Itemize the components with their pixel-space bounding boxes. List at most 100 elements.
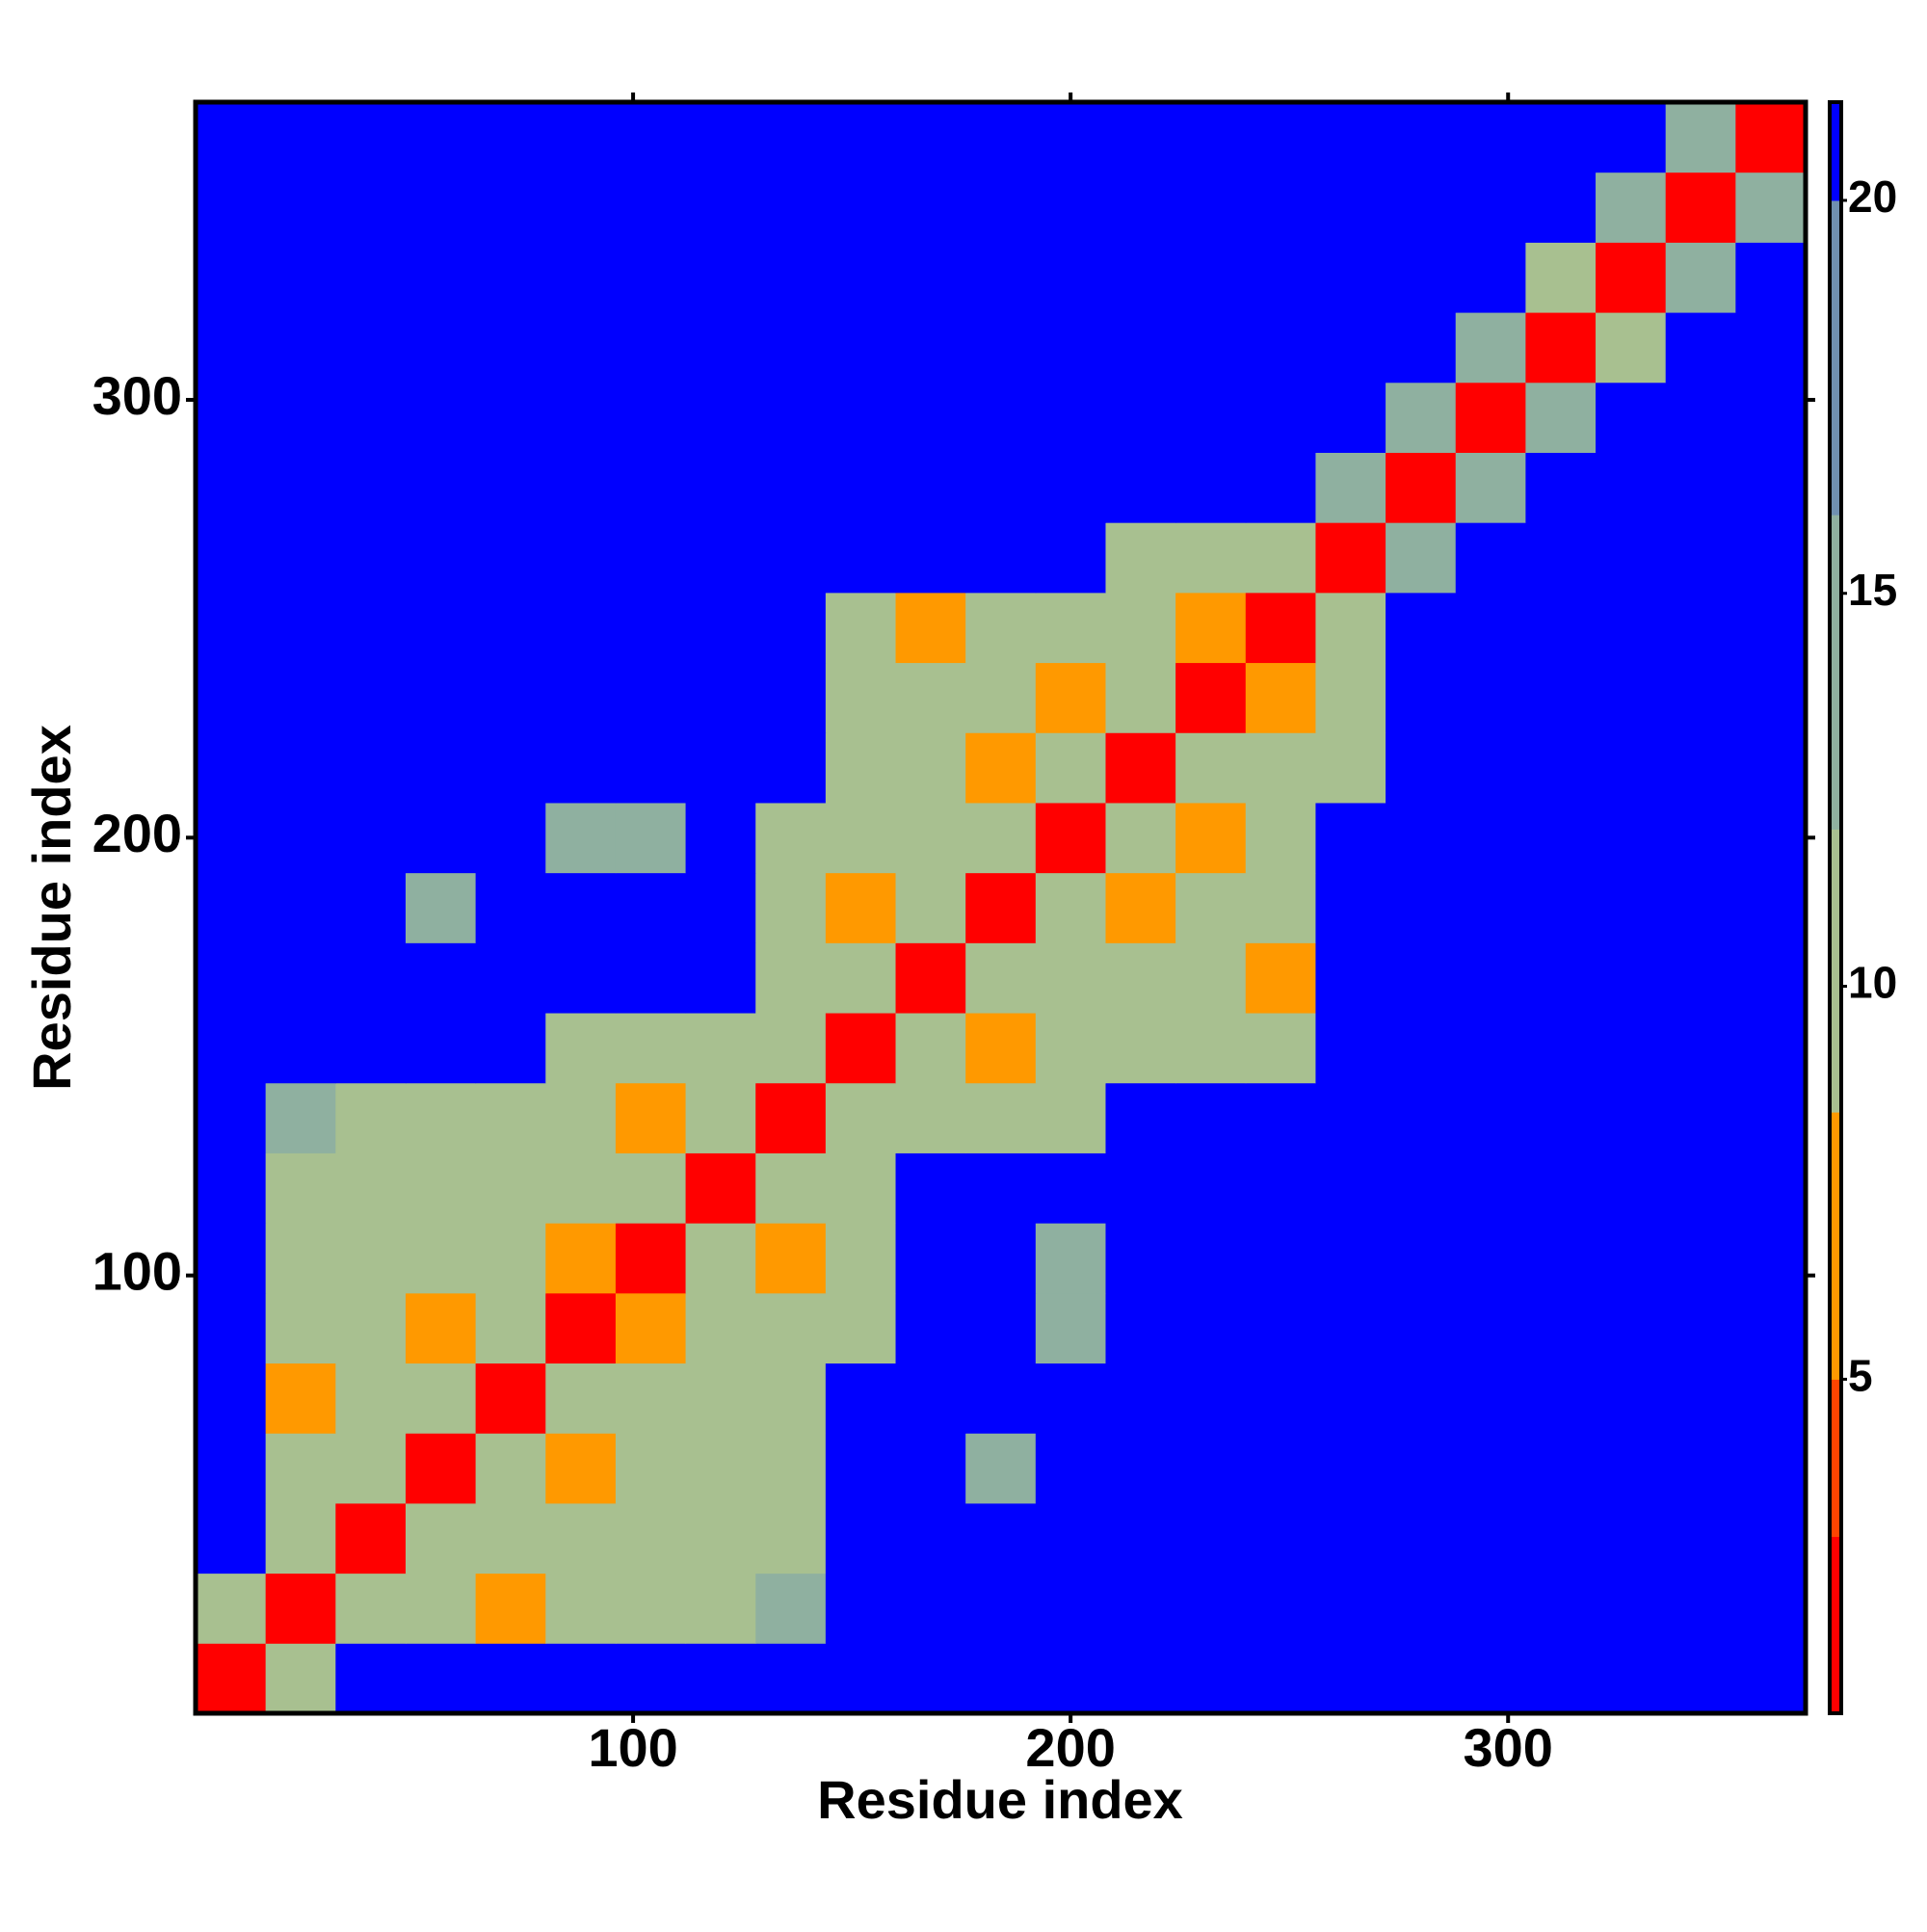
y-tick-label: 200 bbox=[92, 803, 182, 863]
heatmap-cell bbox=[1386, 1502, 1457, 1575]
heatmap-cell bbox=[1105, 522, 1176, 594]
heatmap-cell bbox=[1105, 872, 1176, 943]
heatmap-cell bbox=[545, 1573, 617, 1644]
heatmap-cell bbox=[1525, 1082, 1597, 1153]
heatmap-cell bbox=[1665, 522, 1736, 594]
heatmap-cell bbox=[1035, 1433, 1106, 1504]
heatmap-cell bbox=[755, 522, 827, 594]
heatmap-cell bbox=[1735, 1292, 1807, 1364]
heatmap-cell bbox=[1245, 522, 1316, 594]
heatmap-cell bbox=[1315, 1502, 1386, 1575]
heatmap-cell bbox=[685, 382, 756, 453]
heatmap-cell bbox=[1035, 1223, 1106, 1294]
heatmap-cell bbox=[1596, 312, 1667, 384]
heatmap-cell bbox=[825, 1433, 897, 1504]
heatmap-cell bbox=[1596, 522, 1667, 594]
heatmap-cell bbox=[615, 802, 687, 874]
heatmap-cell bbox=[1596, 452, 1667, 523]
heatmap-cell bbox=[1665, 1082, 1736, 1153]
heatmap-cell bbox=[685, 942, 756, 1014]
heatmap-cell bbox=[685, 1152, 756, 1224]
heatmap-cell bbox=[895, 1292, 966, 1364]
heatmap-cell bbox=[1175, 1502, 1247, 1575]
heatmap-cell bbox=[1735, 1502, 1807, 1575]
heatmap-cell bbox=[1665, 382, 1736, 453]
heatmap-cell bbox=[685, 732, 756, 804]
heatmap-cell bbox=[1735, 242, 1807, 313]
heatmap-cell bbox=[1386, 732, 1457, 804]
y-tick-label: 300 bbox=[92, 365, 182, 426]
heatmap-cell bbox=[265, 592, 336, 664]
heatmap-cell bbox=[405, 1573, 477, 1644]
heatmap-cell bbox=[1035, 1292, 1106, 1364]
heatmap-cell bbox=[965, 242, 1037, 313]
heatmap-cell bbox=[1596, 802, 1667, 874]
x-axis-title: Residue index bbox=[817, 1769, 1183, 1830]
heatmap-cell bbox=[825, 1223, 897, 1294]
heatmap-cell bbox=[265, 102, 336, 173]
heatmap-cell bbox=[1035, 1502, 1106, 1575]
heatmap-cell bbox=[895, 1223, 966, 1294]
heatmap-cell bbox=[1386, 1573, 1457, 1644]
heatmap-cell bbox=[755, 1292, 827, 1364]
heatmap-cell bbox=[1596, 1433, 1667, 1504]
heatmap-cell bbox=[1455, 732, 1526, 804]
heatmap-cell bbox=[1245, 872, 1316, 943]
heatmap-cell bbox=[545, 732, 617, 804]
heatmap-cell bbox=[1735, 1363, 1807, 1434]
heatmap-cell bbox=[965, 1082, 1037, 1153]
heatmap-cell bbox=[196, 522, 267, 594]
heatmap-cell bbox=[1525, 382, 1597, 453]
heatmap-cell bbox=[685, 1363, 756, 1434]
heatmap-cell bbox=[335, 1433, 407, 1504]
heatmap-cell bbox=[1735, 1573, 1807, 1644]
colorbar-tick-label: 5 bbox=[1848, 1351, 1873, 1401]
heatmap-cell bbox=[965, 592, 1037, 664]
colorbar-segment bbox=[1830, 1536, 1841, 1714]
heatmap-cell bbox=[1245, 312, 1316, 384]
heatmap-cell bbox=[1315, 732, 1386, 804]
colorbar-segment bbox=[1830, 829, 1841, 1113]
heatmap-cell bbox=[335, 1223, 407, 1294]
heatmap-cell bbox=[965, 942, 1037, 1014]
heatmap-cell bbox=[1455, 1292, 1526, 1364]
heatmap-cell bbox=[1665, 242, 1736, 313]
heatmap-cell bbox=[1105, 452, 1176, 523]
heatmap-cell bbox=[1245, 1433, 1316, 1504]
heatmap-cell bbox=[475, 312, 546, 384]
heatmap-cell bbox=[1245, 802, 1316, 874]
heatmap-cell bbox=[545, 522, 617, 594]
heatmap-cell bbox=[196, 1502, 267, 1575]
heatmap-cell bbox=[335, 942, 407, 1014]
heatmap-cell bbox=[965, 1573, 1037, 1644]
heatmap-cell bbox=[335, 1363, 407, 1434]
heatmap-cell bbox=[615, 242, 687, 313]
colorbar-tick-label: 15 bbox=[1848, 565, 1897, 615]
heatmap-cell bbox=[685, 1573, 756, 1644]
heatmap-cell bbox=[1525, 802, 1597, 874]
heatmap-cell bbox=[1175, 732, 1247, 804]
heatmap-cell bbox=[1386, 102, 1457, 173]
heatmap-cell bbox=[1455, 312, 1526, 384]
heatmap-cell bbox=[265, 1363, 336, 1434]
heatmap-cell bbox=[475, 172, 546, 243]
heatmap-cell bbox=[265, 1643, 336, 1714]
heatmap-cell bbox=[825, 1082, 897, 1153]
heatmap-cell bbox=[965, 732, 1037, 804]
heatmap-cell bbox=[1596, 1013, 1667, 1084]
heatmap-cell bbox=[196, 1433, 267, 1504]
heatmap-cell bbox=[1105, 802, 1176, 874]
heatmap-cell bbox=[1735, 1082, 1807, 1153]
heatmap-cell bbox=[685, 662, 756, 733]
heatmap-cell bbox=[1455, 942, 1526, 1014]
heatmap-cell bbox=[825, 1502, 897, 1575]
heatmap-cell bbox=[1386, 662, 1457, 733]
heatmap-cell bbox=[265, 662, 336, 733]
heatmap-cell bbox=[1455, 1433, 1526, 1504]
heatmap-cell bbox=[1735, 522, 1807, 594]
heatmap-cell bbox=[1455, 242, 1526, 313]
heatmap-cell bbox=[1455, 802, 1526, 874]
heatmap-cell bbox=[1315, 592, 1386, 664]
heatmap-cell bbox=[755, 1013, 827, 1084]
heatmap-cell bbox=[335, 382, 407, 453]
